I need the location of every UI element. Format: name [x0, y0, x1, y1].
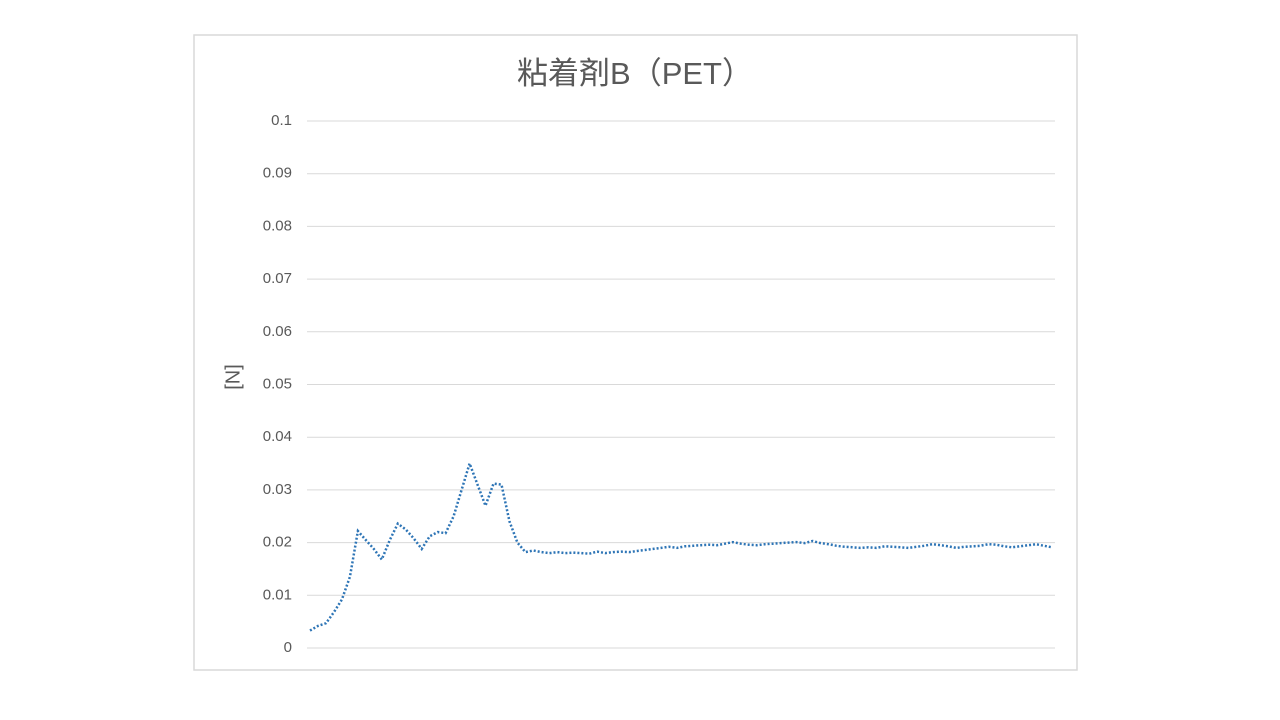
data-line: [309, 459, 1053, 632]
y-tick-label: 0.1: [271, 112, 292, 129]
y-tick-label: 0: [284, 639, 292, 656]
y-axis-label: [N]: [222, 364, 244, 390]
y-tick-label: 0.02: [263, 534, 292, 551]
y-tick-label: 0.09: [263, 165, 292, 182]
chart-frame: [193, 34, 1078, 671]
y-tick-label: 0.06: [263, 323, 292, 340]
y-tick-label: 0.07: [263, 270, 292, 287]
y-tick-label: 0.01: [263, 586, 292, 603]
y-tick-label: 0.05: [263, 375, 292, 392]
chart-title: 粘着剤B（PET）: [517, 56, 753, 91]
y-tick-label: 0.03: [263, 481, 292, 498]
y-tick-label: 0.04: [263, 428, 292, 445]
y-tick-label: 0.08: [263, 217, 292, 234]
